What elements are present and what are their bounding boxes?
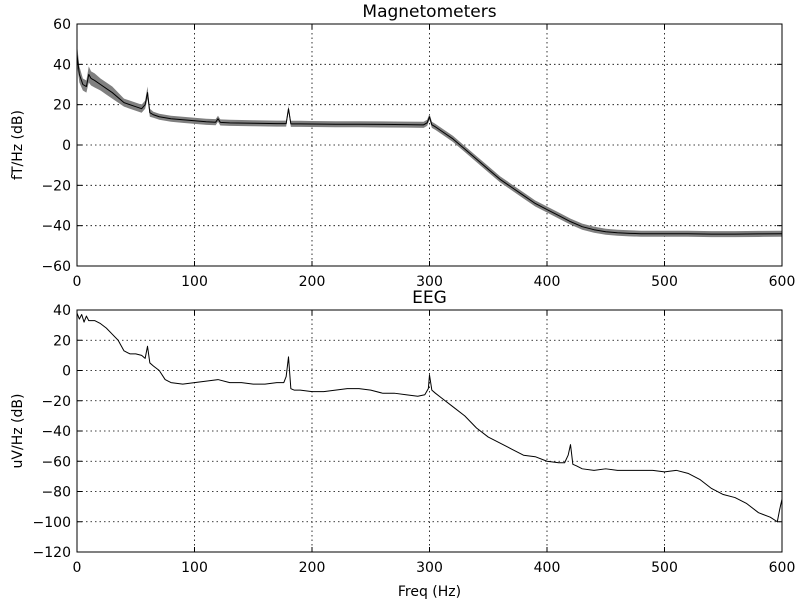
x-tick-label: 100 [181, 560, 208, 576]
x-tick-label: 600 [769, 274, 796, 290]
y-tick-label: −40 [41, 219, 71, 235]
y-tick-label: −100 [33, 515, 71, 531]
y-tick-label: 40 [53, 303, 71, 319]
x-axis-label: Freq (Hz) [398, 584, 461, 600]
y-axis-label: fT/Hz (dB) [10, 110, 26, 180]
chart-title: EEG [412, 288, 447, 308]
eeg-chart: EEG uV/Hz (dB) Freq (Hz) 0 100 200 300 400 50… [10, 288, 795, 600]
x-tick-label: 500 [651, 560, 678, 576]
chart-title: Magnetometers [362, 2, 496, 22]
y-tick-label: −60 [41, 454, 71, 470]
x-tick-label: 200 [299, 274, 326, 290]
y-tick-label: 0 [62, 138, 71, 154]
y-tick-label: −40 [41, 424, 71, 440]
x-tick-label: 300 [416, 560, 443, 576]
series-line [76, 54, 783, 235]
y-tick-label: −80 [41, 485, 71, 501]
series-line [76, 312, 783, 523]
y-tick-label: 60 [53, 17, 71, 33]
y-tick-label: −20 [41, 178, 71, 194]
x-tick-label: 400 [534, 560, 561, 576]
y-tick-label: 40 [53, 57, 71, 73]
y-tick-label: 20 [53, 98, 71, 114]
y-tick-label: 0 [62, 364, 71, 380]
y-tick-label: −120 [33, 545, 71, 561]
y-tick-label: 20 [53, 333, 71, 349]
x-tick-label: 600 [769, 560, 796, 576]
x-tick-label: 500 [651, 274, 678, 290]
x-tick-label: 0 [73, 274, 82, 290]
confidence-band [77, 44, 782, 238]
x-tick-label: 200 [299, 560, 326, 576]
x-tick-label: 100 [181, 274, 208, 290]
y-axis-label: uV/Hz (dB) [10, 394, 26, 469]
y-tick-label: −20 [41, 394, 71, 410]
y-tick-label: −60 [41, 259, 71, 275]
x-tick-label: 0 [73, 560, 82, 576]
x-tick-label: 300 [416, 274, 443, 290]
x-tick-label: 400 [534, 274, 561, 290]
magnetometers-chart: Magnetometers fT/Hz (dB) 0 100 200 300 400 50… [10, 2, 795, 290]
